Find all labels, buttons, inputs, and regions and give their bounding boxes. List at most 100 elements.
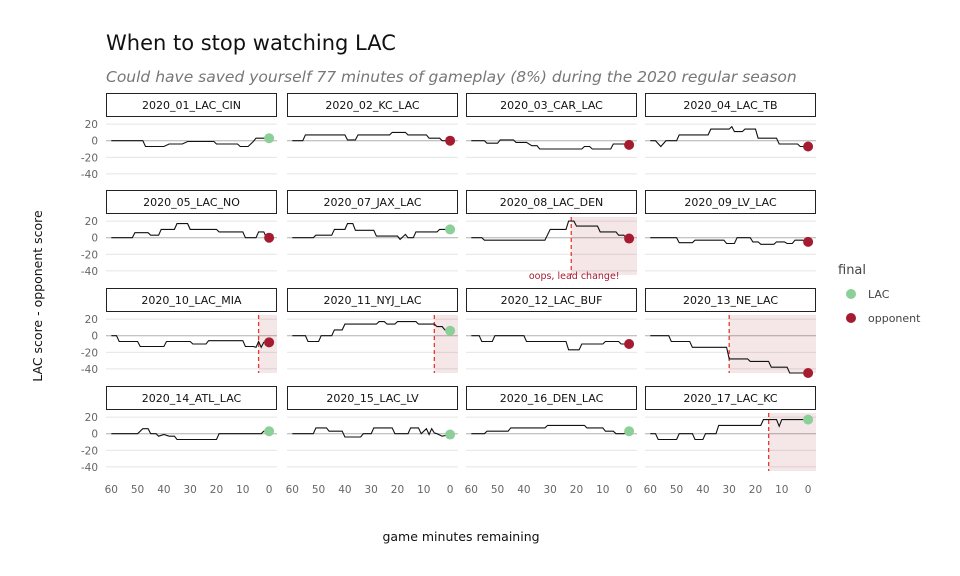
final-score-point xyxy=(264,426,275,437)
final-score-point xyxy=(264,337,275,348)
facet-strip-label: 2020_07_JAX_LAC xyxy=(324,196,422,209)
y-tick-label: -40 xyxy=(81,364,98,376)
facet-strip xyxy=(645,93,816,117)
x-tick-label: 60 xyxy=(286,484,299,496)
skip-region xyxy=(434,315,458,373)
x-tick-label: 30 xyxy=(183,484,196,496)
x-tick-label: 10 xyxy=(417,484,430,496)
y-tick-label: 20 xyxy=(85,216,98,228)
y-tick-label: 20 xyxy=(85,412,98,424)
legend-label-opponent: opponent xyxy=(868,312,921,325)
final-score-point xyxy=(445,224,456,235)
y-tick-label: -20 xyxy=(81,152,98,164)
x-axis-ticks: 60 50 40 30 20 10 0 60 50 40 30 20 10 0 60 50 40 30 20 10 0 6… xyxy=(105,484,812,496)
y-tick-label: 0 xyxy=(91,233,98,245)
skip-region xyxy=(729,315,816,373)
x-tick-label: 10 xyxy=(236,484,249,496)
x-tick-label: 30 xyxy=(722,484,735,496)
facet-strip-label: 2020_13_NE_LAC xyxy=(683,294,778,307)
y-tick-label: -20 xyxy=(81,249,98,261)
facet-panel: 2020_13_NE_LAC xyxy=(645,288,816,378)
final-score-point xyxy=(624,139,635,150)
score-line xyxy=(111,223,270,239)
facet-strip-label: 2020_02_KC_LAC xyxy=(325,99,419,112)
facet-panel: 2020_07_JAX_LAC xyxy=(287,190,458,272)
score-line xyxy=(471,335,630,351)
facet-strip xyxy=(645,190,816,214)
x-tick-label: 20 xyxy=(570,484,583,496)
legend-swatch-lac xyxy=(846,289,856,299)
score-line xyxy=(471,139,630,150)
score-line xyxy=(471,220,630,241)
facet-strip xyxy=(466,386,637,410)
score-line xyxy=(111,137,270,148)
facet-strip-label: 2020_09_LV_LAC xyxy=(684,196,777,209)
facet-strip xyxy=(466,288,637,312)
x-tick-label: 0 xyxy=(626,484,633,496)
y-tick-label: -40 xyxy=(81,169,98,181)
facet-panel: 2020_03_CAR_LAC xyxy=(466,93,637,175)
score-line xyxy=(292,321,451,343)
final-score-point xyxy=(624,426,635,437)
final-score-point xyxy=(803,141,814,152)
facet-strip xyxy=(287,386,458,410)
facet-panel: 2020_02_KC_LAC xyxy=(287,93,458,175)
x-tick-label: 50 xyxy=(670,484,683,496)
x-tick-label: 0 xyxy=(805,484,812,496)
x-tick-label: 20 xyxy=(749,484,762,496)
chart-subtitle: Could have saved yourself 77 minutes of … xyxy=(106,68,797,86)
y-tick-label: -20 xyxy=(81,445,98,457)
x-tick-label: 30 xyxy=(543,484,556,496)
x-tick-label: 40 xyxy=(157,484,170,496)
x-tick-label: 60 xyxy=(105,484,118,496)
y-tick-label: 20 xyxy=(85,119,98,131)
facet-strip xyxy=(106,93,277,117)
y-tick-label: 0 xyxy=(91,429,98,441)
facet-strip xyxy=(287,288,458,312)
facet-strip-label: 2020_11_NYJ_LAC xyxy=(323,294,421,307)
x-tick-label: 10 xyxy=(775,484,788,496)
x-tick-label: 60 xyxy=(465,484,478,496)
y-tick-label: 20 xyxy=(85,314,98,326)
x-tick-label: 40 xyxy=(517,484,530,496)
facet-panel: 2020_17_LAC_KC xyxy=(645,386,816,471)
facet-strip xyxy=(287,93,458,117)
facet-strip-label: 2020_10_LAC_MIA xyxy=(141,294,242,307)
x-tick-label: 60 xyxy=(644,484,657,496)
final-score-point xyxy=(445,429,456,440)
legend: final LAC opponent xyxy=(838,263,921,325)
facet-strip xyxy=(466,93,637,117)
y-tick-label: -40 xyxy=(81,462,98,474)
y-tick-label: -40 xyxy=(81,266,98,278)
x-tick-label: 20 xyxy=(391,484,404,496)
x-axis-title: game minutes remaining xyxy=(382,529,539,544)
x-tick-label: 40 xyxy=(338,484,351,496)
final-score-point xyxy=(624,339,635,349)
facet-strip-label: 2020_05_LAC_NO xyxy=(143,196,240,209)
skip-region xyxy=(571,217,637,275)
y-axis-title: LAC score - opponent score xyxy=(30,210,45,382)
facet-panel: 2020_08_LAC_DEN oops, lead change! xyxy=(466,190,637,282)
facet-strip-label: 2020_08_LAC_DEN xyxy=(500,196,604,209)
facet-strip-label: 2020_01_LAC_CIN xyxy=(142,99,241,112)
y-tick-label: 0 xyxy=(91,331,98,343)
x-tick-label: 0 xyxy=(266,484,273,496)
facet-panel: 2020_16_DEN_LAC xyxy=(466,386,637,468)
facet-strip-label: 2020_17_LAC_KC xyxy=(683,392,777,405)
facet-strip xyxy=(287,190,458,214)
facet-panel: 2020_04_LAC_TB xyxy=(645,93,816,175)
score-line xyxy=(471,424,630,435)
facet-panel: 2020_15_LAC_LV xyxy=(287,386,458,468)
x-tick-label: 50 xyxy=(312,484,325,496)
facet-strip-label: 2020_16_DEN_LAC xyxy=(500,392,604,405)
facet-strip xyxy=(645,288,816,312)
score-line xyxy=(292,223,451,241)
y-tick-label: -20 xyxy=(81,347,98,359)
score-line xyxy=(650,335,809,374)
facet-strip-label: 2020_03_CAR_LAC xyxy=(500,99,603,112)
final-score-point xyxy=(624,233,635,244)
legend-label-lac: LAC xyxy=(868,288,890,301)
x-tick-label: 20 xyxy=(210,484,223,496)
facet-strip-label: 2020_14_ATL_LAC xyxy=(142,392,242,405)
